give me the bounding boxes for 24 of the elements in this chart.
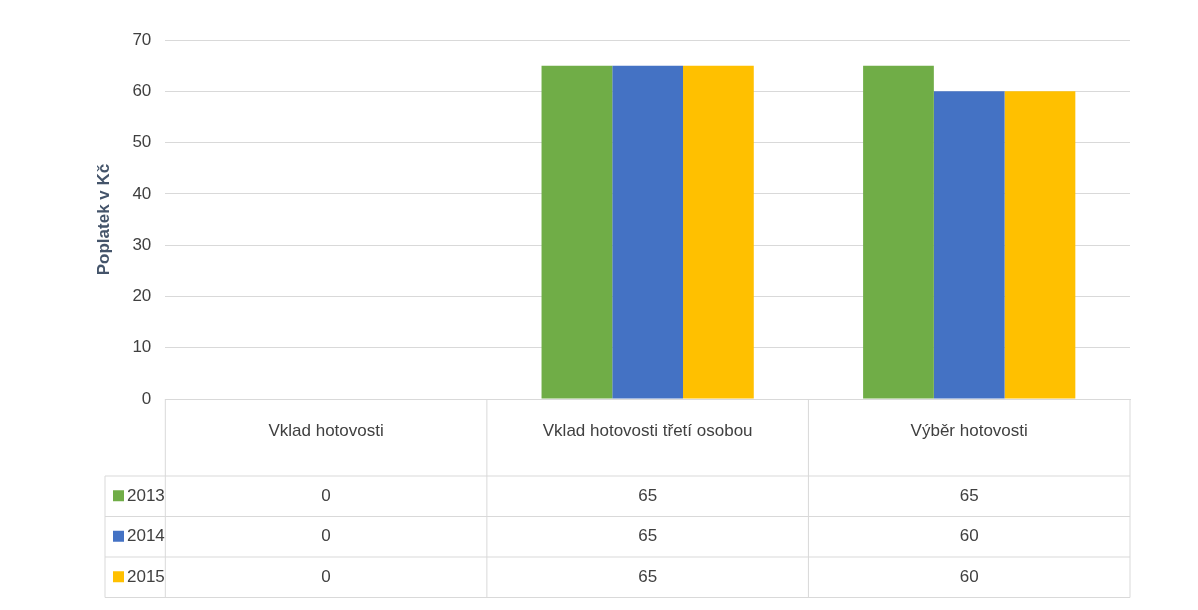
data-label: 0 <box>321 566 331 586</box>
data-label: 65 <box>638 526 658 546</box>
x-tick-label: Výběr hotovosti <box>910 421 1028 441</box>
data-label: 65 <box>638 566 658 586</box>
data-label: 65 <box>959 485 979 505</box>
data-label: 60 <box>959 526 979 546</box>
data-label: 65 <box>638 485 658 505</box>
legend-label: 2015 <box>127 566 165 586</box>
y-tick-label: 0 <box>141 388 152 408</box>
y-tick-label: 60 <box>132 80 152 100</box>
data-label: 0 <box>321 485 331 505</box>
data-label: 60 <box>959 566 979 586</box>
y-tick-label: 40 <box>132 183 152 203</box>
y-tick-label: 10 <box>132 337 152 357</box>
x-tick-label: Vklad hotovosti <box>268 421 384 441</box>
legend-label: 2013 <box>127 485 165 505</box>
x-tick-label: Vklad hotovosti třetí osobou <box>542 421 753 441</box>
y-tick-label: 30 <box>132 234 152 254</box>
data-label: 0 <box>321 526 331 546</box>
y-tick-label: 70 <box>132 29 152 49</box>
legend-label: 2014 <box>127 526 165 546</box>
y-tick-label: 20 <box>132 286 152 306</box>
y-tick-label: 50 <box>132 132 152 152</box>
y-axis-title: Poplatek v Kč <box>93 163 113 276</box>
